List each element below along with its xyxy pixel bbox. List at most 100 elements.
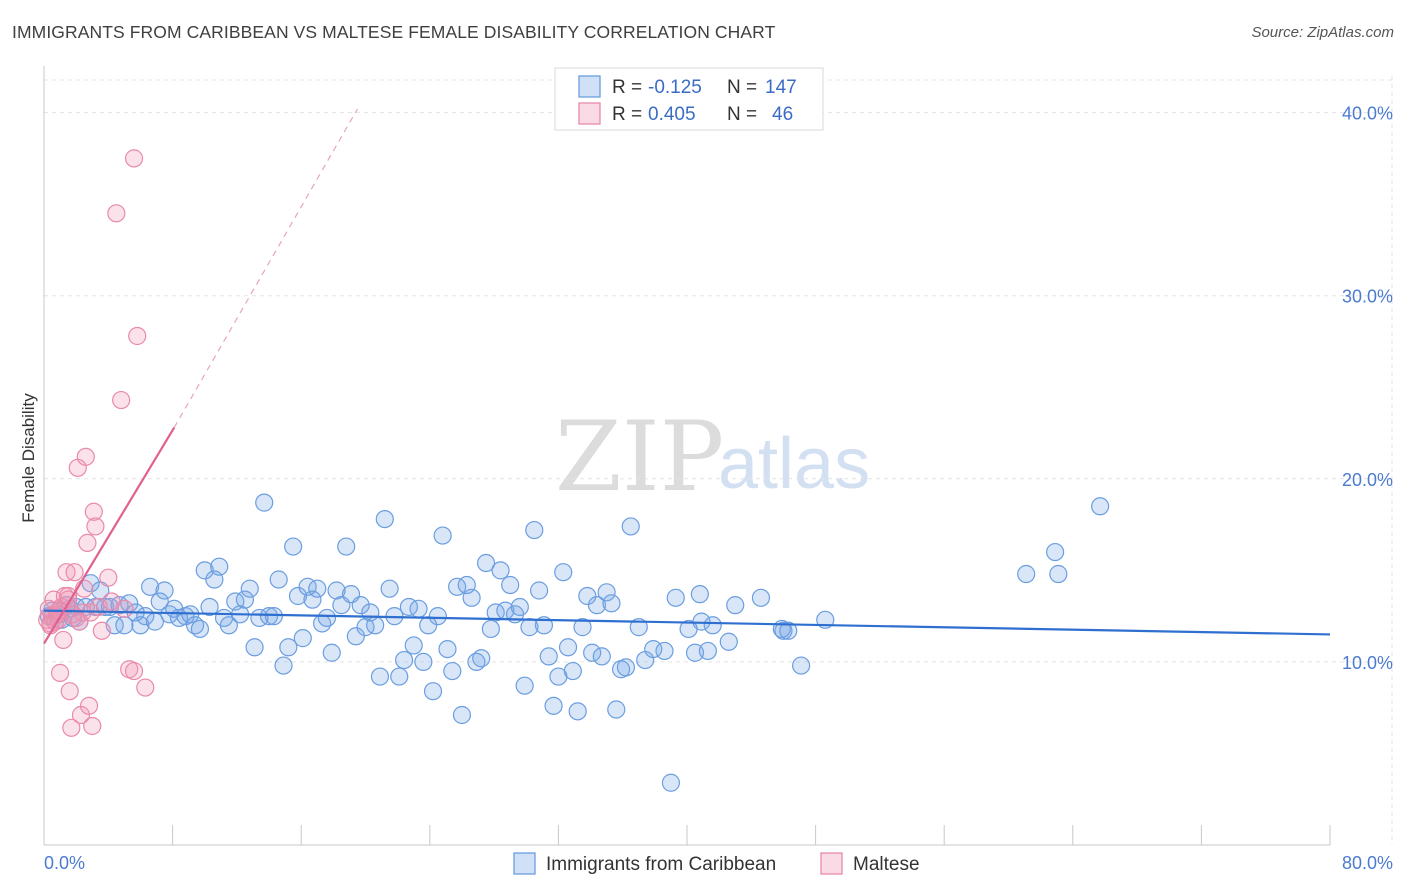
trend-lines xyxy=(43,108,1331,645)
bottom-legend-label-caribbean: Immigrants from Caribbean xyxy=(546,854,776,875)
legend-r-label-1: R = xyxy=(612,77,642,98)
data-point-caribbean xyxy=(443,661,462,681)
axes xyxy=(43,66,1331,846)
data-point-caribbean xyxy=(219,616,238,635)
x-tick-label-max: 80.0% xyxy=(1342,853,1393,873)
source-label: Source: ZipAtlas.com xyxy=(1251,24,1394,41)
bottom-legend-swatch-caribbean xyxy=(513,852,536,875)
y-tick-label: 30.0% xyxy=(1342,287,1393,307)
data-point-caribbean xyxy=(568,702,587,721)
data-point-caribbean xyxy=(240,579,259,598)
legend-r-label-2: R = xyxy=(612,104,642,125)
data-point-caribbean xyxy=(140,577,160,596)
data-point-caribbean xyxy=(190,619,210,639)
data-point-caribbean xyxy=(792,656,811,675)
data-point-maltese xyxy=(124,661,144,681)
data-point-maltese xyxy=(70,612,89,631)
legend-swatch-blue xyxy=(578,75,601,98)
y-axis-label: Female Disability xyxy=(19,393,38,523)
data-point-maltese xyxy=(54,630,73,650)
data-point-caribbean xyxy=(515,676,534,695)
data-point-maltese xyxy=(62,718,81,737)
data-point-caribbean xyxy=(1046,542,1065,562)
data-point-caribbean xyxy=(274,656,293,675)
data-point-caribbean xyxy=(1017,564,1036,584)
data-point-maltese xyxy=(60,682,79,701)
bottom-legend-label-maltese: Maltese xyxy=(853,854,920,875)
data-point-caribbean xyxy=(414,652,433,672)
data-point-caribbean xyxy=(264,607,283,626)
data-point-caribbean xyxy=(390,667,409,686)
trend-line-caribbean xyxy=(43,609,1331,636)
data-point-caribbean xyxy=(327,581,346,600)
data-point-caribbean xyxy=(539,647,558,666)
data-point-caribbean xyxy=(501,575,520,595)
data-point-caribbean xyxy=(476,553,496,573)
data-point-caribbean xyxy=(235,590,255,609)
series-caribbean-points xyxy=(39,493,1110,792)
data-point-caribbean xyxy=(1091,497,1110,516)
data-point-maltese xyxy=(50,663,70,682)
data-point-caribbean xyxy=(279,638,298,657)
data-point-caribbean xyxy=(661,773,681,792)
trend-line-maltese-extension xyxy=(173,108,358,428)
x-tick-label-min: 0.0% xyxy=(44,853,85,873)
legend-n-label-1: N = xyxy=(727,77,757,98)
data-point-caribbean xyxy=(284,537,303,556)
watermark: ZIP atlas xyxy=(555,401,870,513)
legend-n-value-2: 46 xyxy=(772,104,793,125)
data-point-caribbean xyxy=(544,696,563,715)
data-point-caribbean xyxy=(578,586,597,606)
y-tick-label: 20.0% xyxy=(1342,470,1393,490)
data-point-caribbean xyxy=(621,517,640,536)
data-point-caribbean xyxy=(751,588,771,607)
data-point-caribbean xyxy=(644,639,663,659)
data-point-caribbean xyxy=(698,641,717,661)
data-point-caribbean xyxy=(428,607,447,626)
data-point-caribbean xyxy=(303,590,322,609)
data-point-caribbean xyxy=(370,667,390,686)
data-point-maltese xyxy=(92,621,111,640)
data-point-caribbean xyxy=(245,638,264,657)
data-point-caribbean xyxy=(210,557,229,576)
data-point-caribbean xyxy=(703,616,722,635)
data-point-caribbean xyxy=(530,581,549,600)
data-point-caribbean xyxy=(583,643,602,662)
data-point-maltese xyxy=(83,716,102,736)
data-point-caribbean xyxy=(629,618,648,637)
y-tick-label: 40.0% xyxy=(1342,104,1393,124)
data-point-caribbean xyxy=(616,658,636,677)
bottom-legend-swatch-maltese xyxy=(820,852,843,875)
data-point-caribbean xyxy=(719,632,738,651)
data-point-caribbean xyxy=(438,639,457,659)
data-point-maltese xyxy=(136,678,155,697)
data-point-caribbean xyxy=(690,585,709,604)
data-point-caribbean xyxy=(563,661,582,681)
data-point-caribbean xyxy=(317,608,337,628)
data-point-caribbean xyxy=(259,607,279,626)
data-point-caribbean xyxy=(337,537,356,556)
data-point-caribbean xyxy=(131,616,150,635)
data-point-maltese xyxy=(65,563,84,582)
legend-r-value-1: -0.125 xyxy=(648,77,702,98)
data-point-caribbean xyxy=(554,563,573,582)
data-point-caribbean xyxy=(558,638,578,657)
data-point-maltese xyxy=(115,599,134,618)
data-point-caribbean xyxy=(525,520,544,540)
data-point-caribbean xyxy=(423,682,443,701)
data-point-caribbean xyxy=(375,509,394,529)
data-point-caribbean xyxy=(772,619,791,639)
data-point-maltese xyxy=(78,533,97,552)
watermark-zip: ZIP xyxy=(555,401,724,513)
data-point-caribbean xyxy=(573,618,592,637)
data-point-caribbean xyxy=(366,616,385,635)
data-point-maltese xyxy=(76,447,95,466)
data-point-caribbean xyxy=(597,583,616,602)
data-point-caribbean xyxy=(655,641,674,661)
data-point-caribbean xyxy=(394,650,414,670)
data-point-caribbean xyxy=(293,629,312,648)
series-legend: Immigrants from Caribbean Maltese xyxy=(513,852,920,875)
legend-n-label-2: N = xyxy=(727,104,757,125)
y-tick-label: 10.0% xyxy=(1342,653,1393,673)
data-point-caribbean xyxy=(607,700,626,719)
